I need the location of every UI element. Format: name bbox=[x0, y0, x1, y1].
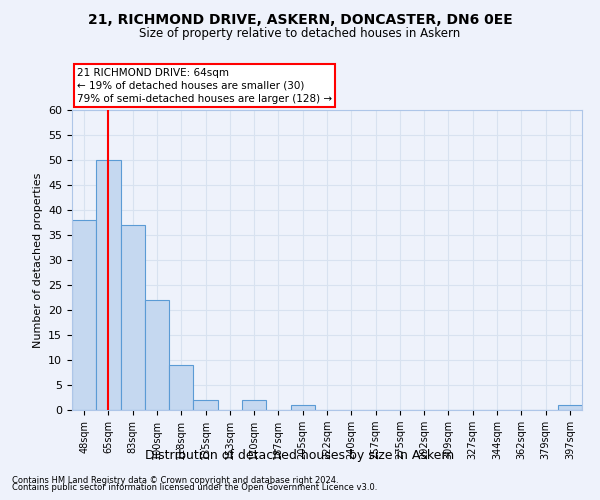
Bar bbox=[558, 405, 582, 410]
Bar bbox=[121, 225, 145, 410]
Text: 21 RICHMOND DRIVE: 64sqm
← 19% of detached houses are smaller (30)
79% of semi-d: 21 RICHMOND DRIVE: 64sqm ← 19% of detach… bbox=[77, 68, 332, 104]
Bar bbox=[193, 400, 218, 410]
Bar bbox=[72, 220, 96, 410]
Bar bbox=[290, 405, 315, 410]
Bar bbox=[169, 365, 193, 410]
Text: 21, RICHMOND DRIVE, ASKERN, DONCASTER, DN6 0EE: 21, RICHMOND DRIVE, ASKERN, DONCASTER, D… bbox=[88, 12, 512, 26]
Y-axis label: Number of detached properties: Number of detached properties bbox=[32, 172, 43, 348]
Text: Size of property relative to detached houses in Askern: Size of property relative to detached ho… bbox=[139, 28, 461, 40]
Text: Distribution of detached houses by size in Askern: Distribution of detached houses by size … bbox=[145, 448, 455, 462]
Text: Contains HM Land Registry data © Crown copyright and database right 2024.: Contains HM Land Registry data © Crown c… bbox=[12, 476, 338, 485]
Bar bbox=[145, 300, 169, 410]
Bar bbox=[242, 400, 266, 410]
Text: Contains public sector information licensed under the Open Government Licence v3: Contains public sector information licen… bbox=[12, 484, 377, 492]
Bar bbox=[96, 160, 121, 410]
